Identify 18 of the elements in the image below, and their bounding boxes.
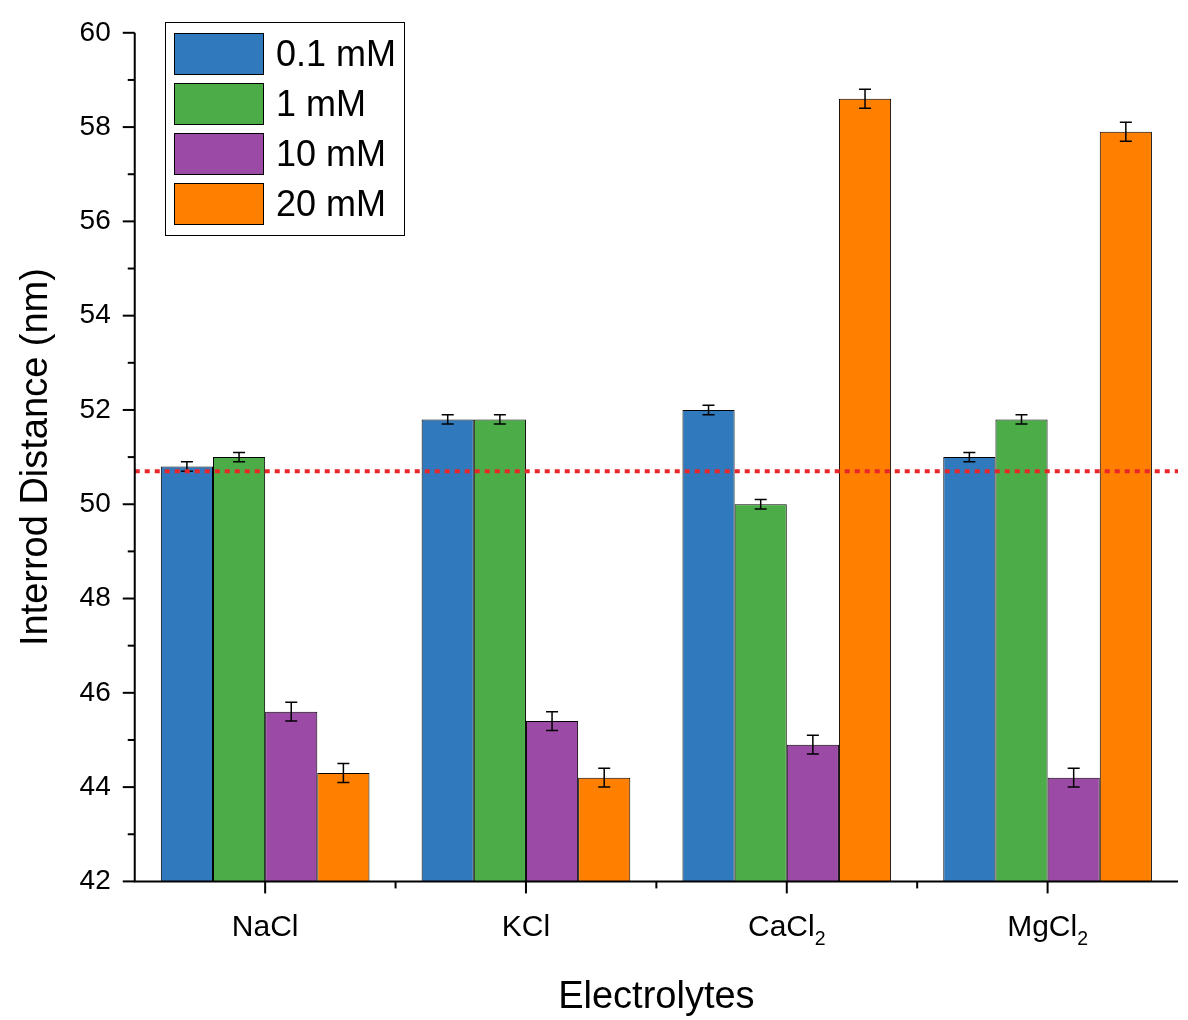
y-tick-label: 54: [79, 298, 111, 330]
y-axis-title: Interrod Distance (nm): [13, 268, 56, 647]
y-tick-label: 56: [79, 204, 111, 236]
y-tick-label: 44: [79, 769, 111, 801]
y-tick-label: 48: [79, 581, 111, 613]
y-tick-label: 46: [79, 675, 111, 707]
legend-label: 20 mM: [276, 183, 387, 225]
y-tick-label: 52: [79, 392, 111, 424]
x-tick-label: KCl: [501, 909, 551, 943]
legend-label: 1 mM: [276, 83, 366, 125]
legend-label: 0.1 mM: [276, 33, 397, 75]
x-tick-label: NaCl: [231, 909, 299, 943]
legend-label: 10 mM: [276, 133, 387, 175]
y-tick-label: 58: [79, 109, 111, 141]
y-tick-label: 60: [79, 15, 111, 47]
y-tick-label: 50: [79, 486, 111, 518]
y-tick-label: 42: [79, 864, 111, 896]
x-axis-title: Electrolytes: [558, 973, 755, 1016]
